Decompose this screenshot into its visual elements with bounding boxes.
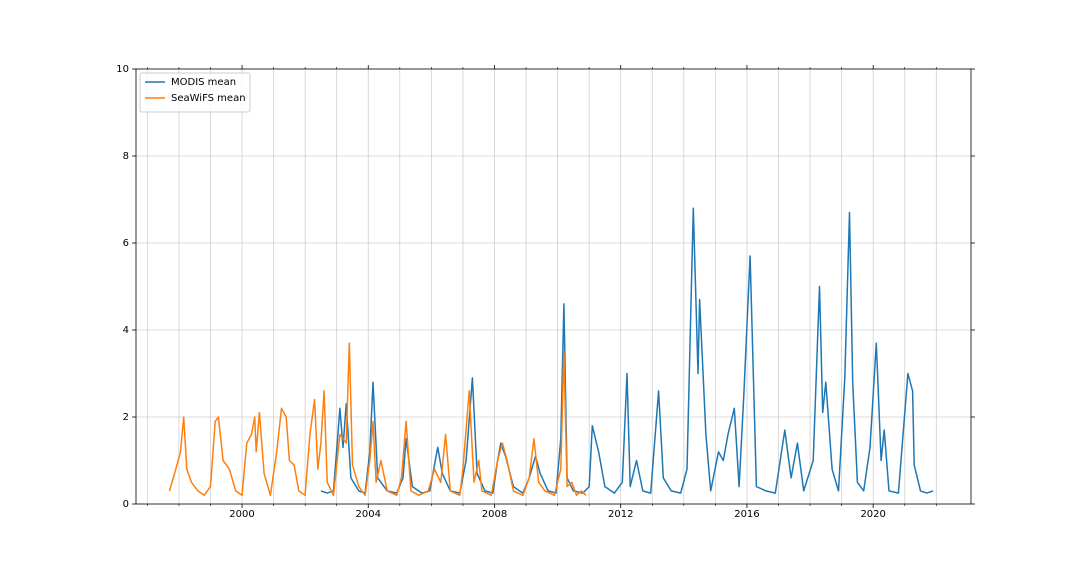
x-tick-label: 2016 xyxy=(734,509,759,520)
y-tick-label: 0 xyxy=(123,499,129,510)
x-tick-label: 2012 xyxy=(608,509,633,520)
y-tick-label: 2 xyxy=(123,412,129,423)
y-tick-label: 4 xyxy=(123,325,129,336)
series-line xyxy=(168,342,587,497)
y-tick-label: 8 xyxy=(123,151,129,162)
y-tick-label: 10 xyxy=(116,64,129,75)
x-tick-label: 2000 xyxy=(229,509,254,520)
plot-frame xyxy=(135,68,972,505)
legend-box xyxy=(139,72,251,113)
y-tick-label: 6 xyxy=(123,238,129,249)
x-tick-label: 2004 xyxy=(356,509,381,520)
series-line xyxy=(320,207,934,494)
legend-label: MODIS mean xyxy=(171,77,236,88)
x-tick-label: 2020 xyxy=(860,509,885,520)
x-tick-label: 2008 xyxy=(482,509,507,520)
legend-label: SeaWiFS mean xyxy=(171,93,246,104)
